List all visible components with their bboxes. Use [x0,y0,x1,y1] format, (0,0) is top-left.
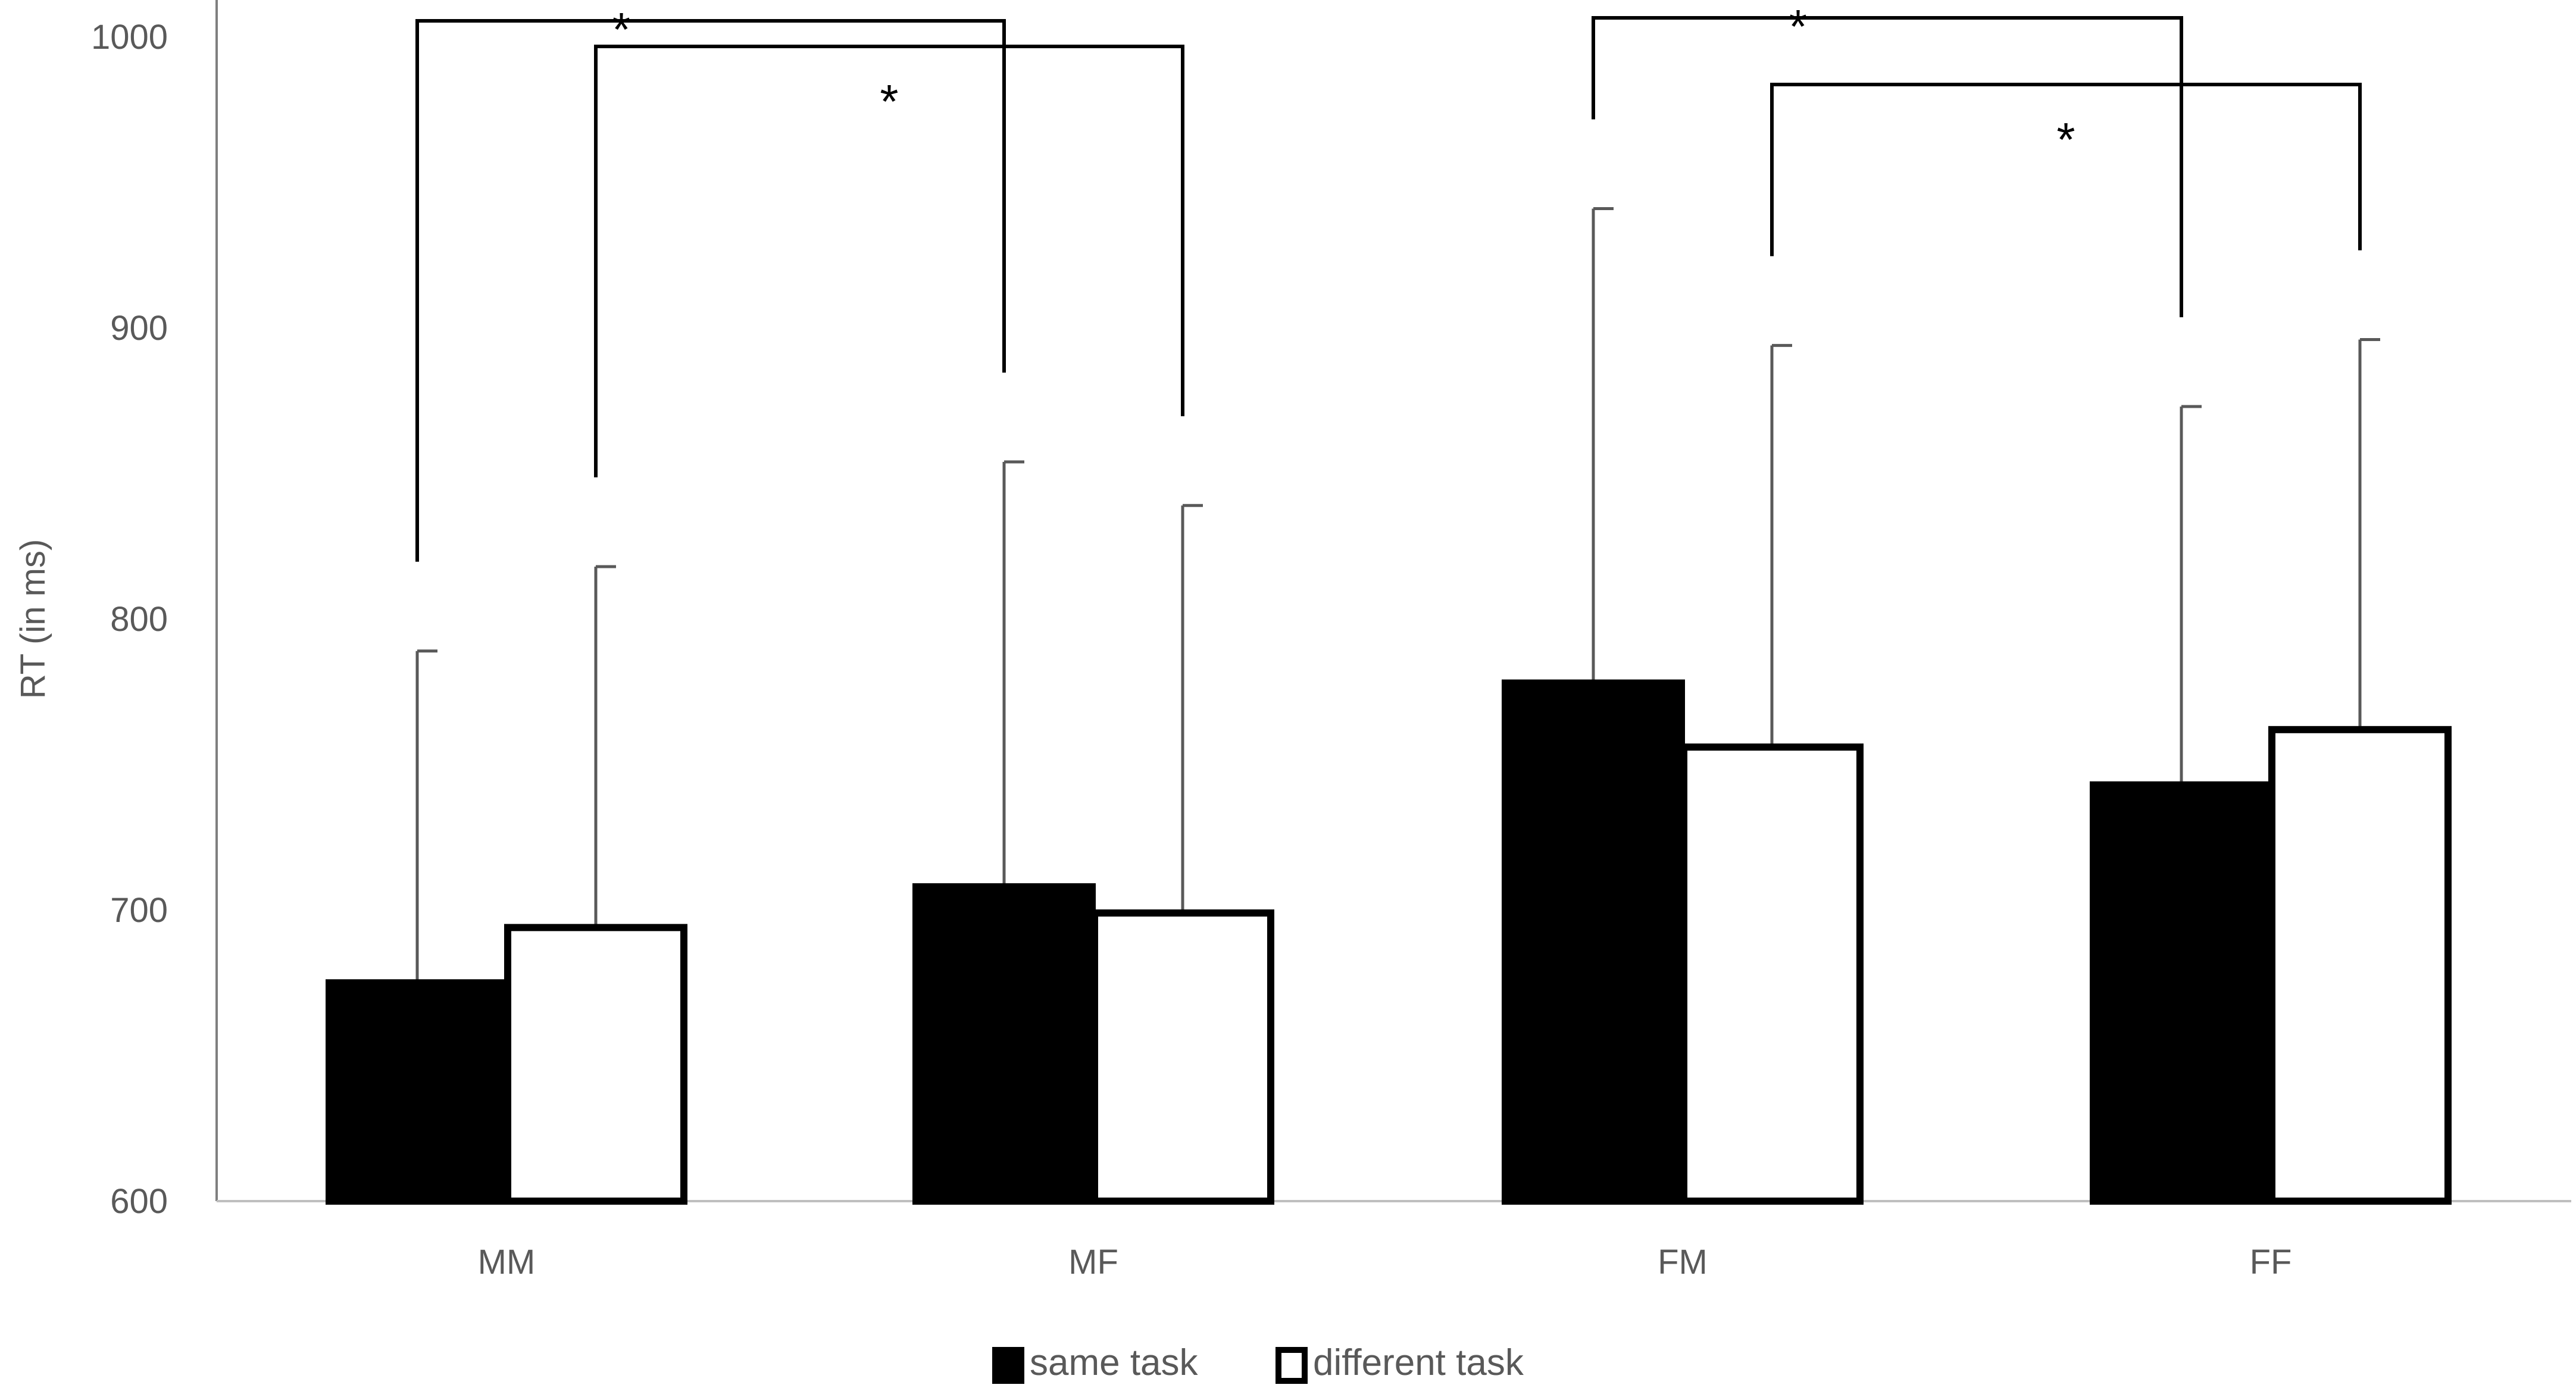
legend-swatch [1276,1347,1308,1384]
significance-star: * [1789,0,1807,53]
x-category-label: MF [1068,1243,1118,1281]
legend: same task different task [992,1342,1524,1384]
significance-star: * [2056,113,2075,166]
x-category-label: FF [2250,1243,2292,1281]
bar-same-task [912,883,1096,1205]
significance-bracket [415,19,1006,562]
bar-same-task [326,979,509,1205]
y-axis-title: RT (in ms) [14,539,52,699]
y-tick-label: 700 [110,891,168,930]
significance-bracket [594,45,1184,477]
bar-same-task [2090,781,2273,1205]
y-tick-label: 900 [110,309,168,348]
bar-same-task [1502,679,1685,1205]
x-category-label: FM [1658,1243,1708,1281]
legend-label: different task [1313,1342,1524,1383]
significance-bracket [1592,16,2183,318]
significance-bracket [1770,83,2362,257]
y-tick-label: 800 [110,600,168,639]
y-tick-label: 600 [110,1182,168,1221]
x-category-label: MM [478,1243,536,1281]
y-tick-label: 1000 [91,18,168,57]
bar-different-task [1680,743,1864,1205]
bar-different-task [504,924,687,1205]
bars [326,679,2452,1205]
bar-different-task [2268,726,2452,1205]
bar-different-task [1091,909,1274,1205]
legend-label: same task [1030,1342,1199,1383]
significance-brackets: **** [415,0,2362,562]
error-bars [415,207,2380,983]
legend-swatch [992,1347,1024,1384]
significance-star: * [880,75,898,128]
